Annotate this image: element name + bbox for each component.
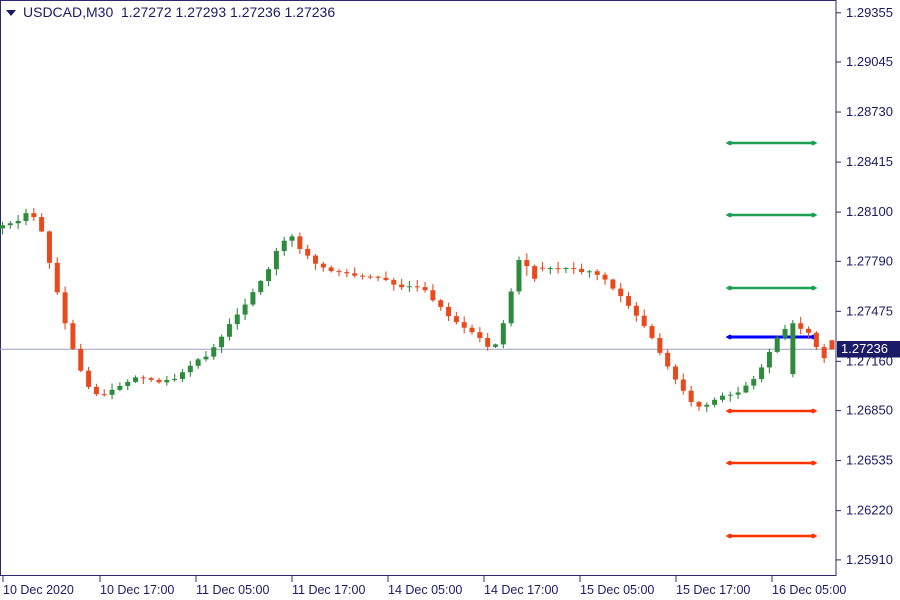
svg-text:1.26850: 1.26850 [846, 403, 893, 418]
svg-text:1.28730: 1.28730 [846, 104, 893, 119]
svg-text:10 Dec 17:00: 10 Dec 17:00 [100, 583, 174, 597]
svg-text:14 Dec 05:00: 14 Dec 05:00 [388, 583, 462, 597]
svg-text:1.26220: 1.26220 [846, 503, 893, 518]
svg-text:USDCAD,M30 1.27272 1.27293 1.: USDCAD,M30 1.27272 1.27293 1.27236 1.272… [23, 4, 335, 20]
svg-text:1.27475: 1.27475 [846, 303, 893, 318]
svg-text:10 Dec 2020: 10 Dec 2020 [3, 583, 74, 597]
svg-text:1.27236: 1.27236 [841, 341, 888, 356]
svg-text:1.29355: 1.29355 [846, 5, 893, 20]
svg-text:1.26535: 1.26535 [846, 453, 893, 468]
svg-text:1.28415: 1.28415 [846, 154, 893, 169]
svg-text:15 Dec 17:00: 15 Dec 17:00 [676, 583, 750, 597]
svg-text:1.27790: 1.27790 [846, 253, 893, 268]
svg-text:1.29045: 1.29045 [846, 54, 893, 69]
svg-text:11 Dec 05:00: 11 Dec 05:00 [196, 583, 269, 597]
svg-text:16 Dec 05:00: 16 Dec 05:00 [772, 583, 846, 597]
svg-text:11 Dec 17:00: 11 Dec 17:00 [292, 583, 365, 597]
svg-text:15 Dec 05:00: 15 Dec 05:00 [580, 583, 654, 597]
svg-text:1.25910: 1.25910 [846, 552, 893, 567]
svg-text:14 Dec 17:00: 14 Dec 17:00 [484, 583, 558, 597]
svg-text:1.28100: 1.28100 [846, 204, 893, 219]
